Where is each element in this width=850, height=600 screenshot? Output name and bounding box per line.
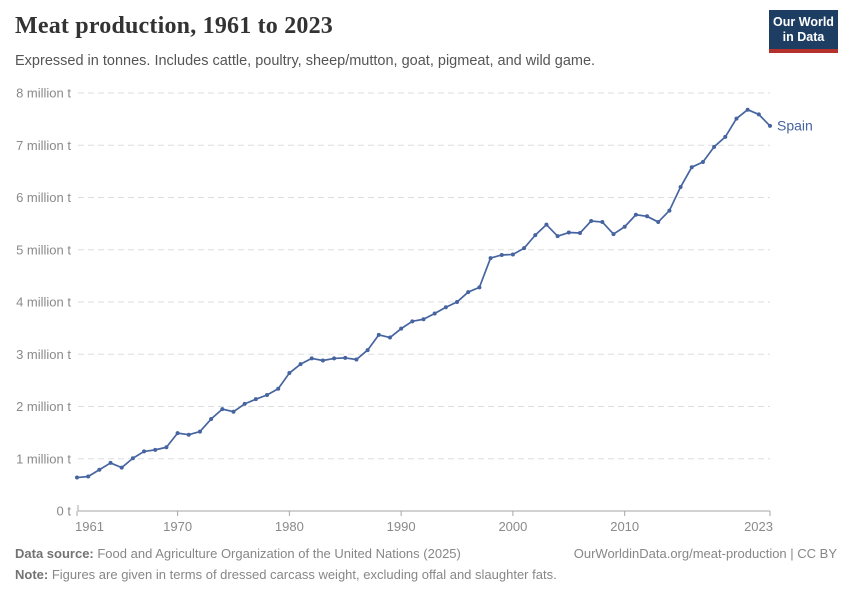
- data-point[interactable]: [387, 335, 392, 340]
- owid-logo-line1: Our World: [773, 14, 834, 29]
- data-point[interactable]: [175, 431, 180, 436]
- y-tick-label: 5 million t: [16, 242, 71, 257]
- data-point[interactable]: [97, 467, 102, 472]
- data-point[interactable]: [533, 233, 538, 238]
- data-point[interactable]: [723, 134, 728, 139]
- data-point[interactable]: [645, 214, 650, 219]
- note-label: Note:: [15, 567, 49, 582]
- data-point[interactable]: [667, 208, 672, 213]
- data-point[interactable]: [656, 220, 661, 225]
- data-point[interactable]: [421, 317, 426, 322]
- data-point[interactable]: [320, 358, 325, 363]
- x-tick-label: 2000: [498, 519, 527, 534]
- x-tick-label: 2023: [744, 519, 773, 534]
- data-point[interactable]: [589, 219, 594, 224]
- y-tick-label: 3 million t: [16, 347, 71, 362]
- datasource-line: Data source: Food and Agriculture Organi…: [15, 546, 461, 561]
- data-point[interactable]: [119, 465, 124, 470]
- data-point[interactable]: [298, 362, 303, 367]
- y-tick-label: 4 million t: [16, 295, 71, 310]
- data-point[interactable]: [522, 246, 527, 251]
- data-point[interactable]: [399, 326, 404, 331]
- y-tick-label: 2 million t: [16, 399, 71, 414]
- data-point[interactable]: [466, 290, 471, 295]
- data-point[interactable]: [410, 319, 415, 324]
- data-point[interactable]: [153, 447, 158, 452]
- note-text: Figures are given in terms of dressed ca…: [48, 567, 557, 582]
- data-point[interactable]: [354, 357, 359, 362]
- data-point[interactable]: [75, 475, 79, 480]
- canonical-url-link[interactable]: OurWorldinData.org/meat-production | CC …: [573, 546, 837, 561]
- owid-logo-line2: in Data: [782, 29, 825, 44]
- x-tick-label: 1990: [387, 519, 416, 534]
- data-point[interactable]: [164, 445, 169, 450]
- data-point[interactable]: [756, 112, 761, 117]
- data-point[interactable]: [678, 185, 683, 190]
- data-point[interactable]: [276, 386, 281, 391]
- y-tick-label: 1 million t: [16, 451, 71, 466]
- data-line-spain[interactable]: [76, 108, 771, 479]
- y-tick-label: 8 million t: [16, 86, 71, 101]
- data-point[interactable]: [510, 252, 515, 257]
- y-tick-label: 0 t: [57, 504, 72, 519]
- data-point[interactable]: [209, 417, 214, 422]
- data-point[interactable]: [488, 256, 493, 261]
- data-point[interactable]: [197, 429, 202, 434]
- y-tick-label: 6 million t: [16, 190, 71, 205]
- footer-source-row: Data source: Food and Agriculture Organi…: [15, 546, 837, 561]
- data-point[interactable]: [142, 449, 147, 454]
- data-point[interactable]: [555, 234, 560, 239]
- data-point[interactable]: [734, 116, 739, 121]
- data-point[interactable]: [689, 165, 694, 170]
- data-point[interactable]: [287, 371, 292, 376]
- data-point[interactable]: [332, 356, 337, 361]
- data-point[interactable]: [86, 474, 91, 479]
- data-point[interactable]: [712, 144, 717, 149]
- data-point[interactable]: [242, 401, 247, 406]
- data-point[interactable]: [611, 232, 616, 237]
- data-point[interactable]: [231, 409, 236, 414]
- x-tick-label: 1961: [75, 519, 104, 534]
- datasource-text: Food and Agriculture Organization of the…: [93, 546, 461, 561]
- data-point[interactable]: [309, 356, 314, 361]
- x-tick-label: 1970: [163, 519, 192, 534]
- data-point[interactable]: [220, 407, 225, 412]
- data-point[interactable]: [108, 460, 113, 465]
- y-tick-label: 7 million t: [16, 138, 71, 153]
- data-point[interactable]: [186, 432, 191, 437]
- data-point[interactable]: [455, 300, 460, 304]
- series-label-spain: Spain: [777, 117, 813, 133]
- x-tick-label: 2010: [610, 519, 639, 534]
- data-point[interactable]: [745, 107, 750, 112]
- datasource-label: Data source:: [15, 546, 94, 561]
- data-point[interactable]: [633, 212, 638, 217]
- data-point[interactable]: [477, 285, 482, 290]
- data-point[interactable]: [443, 305, 448, 310]
- data-point[interactable]: [343, 355, 348, 360]
- data-point[interactable]: [376, 332, 381, 337]
- data-point[interactable]: [577, 231, 582, 236]
- data-point[interactable]: [253, 397, 258, 402]
- data-point[interactable]: [365, 348, 370, 353]
- note-line: Note: Figures are given in terms of dres…: [15, 567, 557, 582]
- data-point[interactable]: [566, 230, 571, 235]
- data-point[interactable]: [768, 123, 772, 128]
- chart-title: Meat production, 1961 to 2023: [15, 13, 334, 39]
- data-point[interactable]: [600, 220, 605, 225]
- data-point[interactable]: [544, 222, 549, 227]
- x-tick-label: 1980: [275, 519, 304, 534]
- chart-canvas[interactable]: 0 t 1 million t 2 million t 3 million t 4 mi…: [0, 0, 850, 540]
- data-point[interactable]: [499, 252, 504, 257]
- data-point[interactable]: [130, 456, 135, 461]
- data-point[interactable]: [432, 311, 437, 316]
- owid-logo[interactable]: Our World in Data: [769, 10, 838, 53]
- data-point[interactable]: [622, 224, 627, 229]
- chart-subtitle: Expressed in tonnes. Includes cattle, po…: [15, 53, 596, 69]
- data-point[interactable]: [265, 393, 270, 398]
- data-point[interactable]: [700, 159, 705, 164]
